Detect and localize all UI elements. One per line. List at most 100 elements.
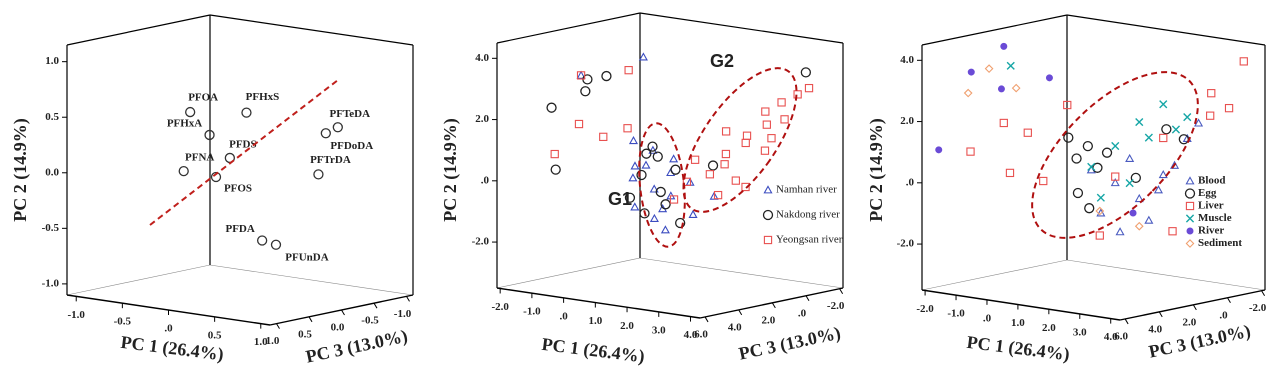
point [630, 202, 640, 211]
point [601, 70, 612, 82]
point [1101, 147, 1113, 158]
z-tick-label: -2.0 [1249, 302, 1267, 314]
point [641, 148, 652, 159]
x-tick-label: 2.0 [620, 320, 634, 332]
tick-mark [308, 316, 313, 323]
point [1134, 193, 1144, 203]
point [1135, 117, 1144, 127]
box-edge [1066, 14, 1266, 46]
point-label: PFOS [224, 183, 252, 195]
box-edge [921, 14, 1068, 46]
point [1144, 215, 1154, 224]
z-axis-label: PC 3 (13.0%) [1147, 321, 1253, 363]
point [742, 131, 752, 140]
x-tick-label: -2.0 [491, 301, 509, 313]
point [1161, 124, 1172, 135]
point [270, 239, 282, 250]
legend-marker [1186, 227, 1194, 235]
x-tick-label: 1.0 [588, 315, 602, 327]
y-tick-label: -2.0 [472, 236, 490, 248]
x-tick-label: -1.0 [947, 308, 965, 320]
tick-mark [373, 302, 378, 309]
point [1063, 132, 1074, 143]
point [1171, 125, 1181, 134]
point [800, 67, 811, 78]
point [178, 165, 189, 177]
point [966, 147, 975, 156]
point [256, 235, 268, 246]
point-label: PFDA [225, 223, 254, 235]
x-tick-label: 4.0 [1104, 331, 1118, 343]
y-tick-label: 4.0 [475, 52, 489, 64]
point [639, 208, 650, 219]
legend-marker [1185, 176, 1195, 185]
point [804, 83, 814, 93]
z-tick-label: 2.0 [761, 314, 775, 326]
z-tick-label: -0.5 [361, 315, 379, 327]
point-label: PFHxA [167, 117, 202, 129]
box-edge [209, 264, 414, 296]
legend-label: River [1198, 225, 1224, 237]
box-edge [639, 12, 844, 44]
z-tick-label: -2.0 [827, 300, 845, 312]
point-label: PFDS [229, 138, 257, 150]
point [204, 129, 215, 141]
group-ellipse [1031, 71, 1199, 239]
point [984, 64, 994, 74]
y-tick-label: 2.0 [900, 115, 914, 127]
legend-label: Namhan river [776, 184, 837, 196]
y-tick-label: 2.0 [475, 113, 489, 125]
point [1115, 227, 1125, 236]
point [641, 160, 651, 169]
point [320, 128, 331, 139]
point [624, 66, 633, 75]
x-tick-label: .0 [164, 323, 173, 335]
point-label: PFNA [185, 152, 214, 164]
point [1087, 162, 1096, 171]
point [1125, 178, 1134, 188]
point [624, 192, 636, 203]
point [655, 186, 666, 198]
group-ellipse [638, 122, 686, 248]
point [210, 171, 222, 183]
point-label: PFUnDA [285, 251, 328, 263]
z-tick-label: 6.0 [1114, 330, 1128, 342]
tick-mark [704, 316, 709, 323]
z-tick-label: .0 [798, 307, 807, 319]
legend-label: Liver [1198, 200, 1224, 212]
y-tick-label: -0.5 [42, 222, 60, 234]
point [1134, 221, 1144, 231]
point [1183, 113, 1192, 122]
point [669, 195, 679, 204]
legend-marker [1185, 201, 1195, 211]
box-edge [209, 14, 414, 46]
legend-label: Muscle [1198, 212, 1232, 224]
x-tick-label: .0 [983, 312, 992, 324]
point [997, 85, 1005, 93]
x-tick-label: 2.0 [1042, 322, 1056, 334]
point [741, 182, 750, 192]
point [1096, 193, 1105, 202]
point [760, 146, 770, 155]
point [780, 115, 789, 124]
point [241, 107, 252, 118]
point [731, 176, 740, 185]
point [1111, 172, 1120, 181]
point [1111, 141, 1120, 151]
z-tick-label: 4.0 [728, 321, 742, 333]
point [999, 118, 1008, 128]
point [649, 213, 659, 222]
point [793, 90, 802, 99]
x-axis-label: PC 1 (26.4%) [966, 332, 1071, 365]
tick-mark [406, 296, 410, 302]
point [761, 107, 770, 116]
point [935, 146, 943, 154]
legend-label: Sediment [1198, 237, 1242, 249]
point [682, 177, 692, 186]
point [636, 169, 647, 181]
point [1039, 176, 1048, 186]
z-axis [699, 287, 844, 319]
point [550, 149, 559, 159]
box-edge [921, 259, 1068, 291]
point [1082, 140, 1093, 152]
